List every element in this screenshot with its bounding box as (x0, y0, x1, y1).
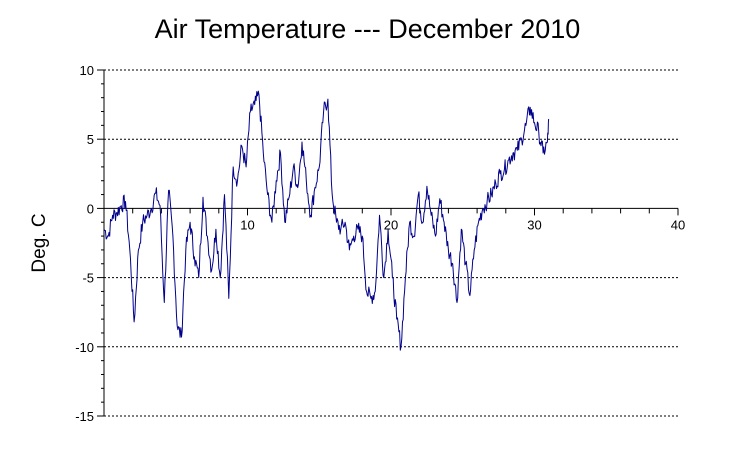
y-tick-label-10: 10 (80, 63, 94, 78)
x-tick-label-30: 30 (527, 217, 541, 232)
tick-labels: 10 5 0 -5 -10 -15 10 20 30 40 (75, 63, 685, 424)
series-line-air-temperature (103, 90, 550, 351)
axes (103, 70, 678, 416)
ticks (97, 69, 679, 417)
x-tick-label-10: 10 (240, 217, 254, 232)
gridlines (104, 69, 678, 417)
x-tick-label-20: 20 (384, 217, 398, 232)
y-tick-label--5: -5 (82, 271, 94, 286)
y-tick-label-5: 5 (87, 132, 94, 147)
y-tick-label--15: -15 (75, 409, 94, 424)
y-tick-label-0: 0 (87, 201, 94, 216)
x-tick-label-40: 40 (671, 217, 685, 232)
y-tick-label--10: -10 (75, 340, 94, 355)
chart-title: Air Temperature --- December 2010 (154, 14, 581, 44)
